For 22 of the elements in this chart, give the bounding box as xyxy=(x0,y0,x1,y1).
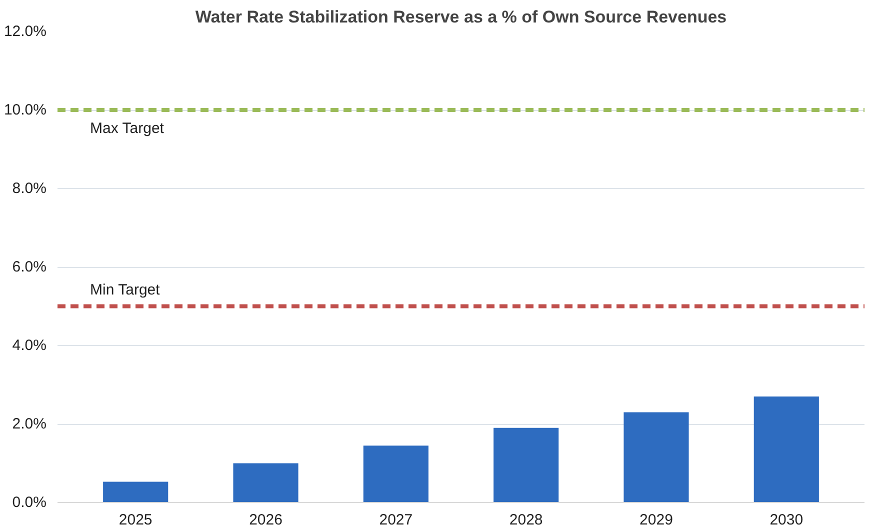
bar xyxy=(624,412,689,502)
y-tick-label: 8.0% xyxy=(12,180,47,197)
x-tick-label: 2028 xyxy=(509,512,543,527)
x-tick-label: 2026 xyxy=(249,512,282,527)
bar xyxy=(233,463,298,502)
y-tick-label: 10.0% xyxy=(4,102,47,118)
x-tick-label: 2029 xyxy=(640,512,673,527)
x-tick-label: 2025 xyxy=(118,512,152,527)
x-tick-label: 2030 xyxy=(770,512,804,527)
ref-line-label: Min Target xyxy=(90,281,161,298)
y-tick-label: 6.0% xyxy=(12,258,47,276)
bar xyxy=(363,446,428,502)
bar xyxy=(103,482,168,502)
y-tick-label: 4.0% xyxy=(12,337,47,354)
y-tick-label: 12.0% xyxy=(4,23,47,40)
y-tick-label: 0.0% xyxy=(12,494,47,511)
ref-line-label: Max Target xyxy=(90,120,165,137)
chart-title: Water Rate Stabilization Reserve as a % of Own Source Revenues xyxy=(195,8,727,26)
x-tick-label: 2027 xyxy=(379,512,413,527)
y-tick-label: 2.0% xyxy=(12,416,47,432)
bar xyxy=(494,428,559,502)
bar xyxy=(754,396,819,502)
